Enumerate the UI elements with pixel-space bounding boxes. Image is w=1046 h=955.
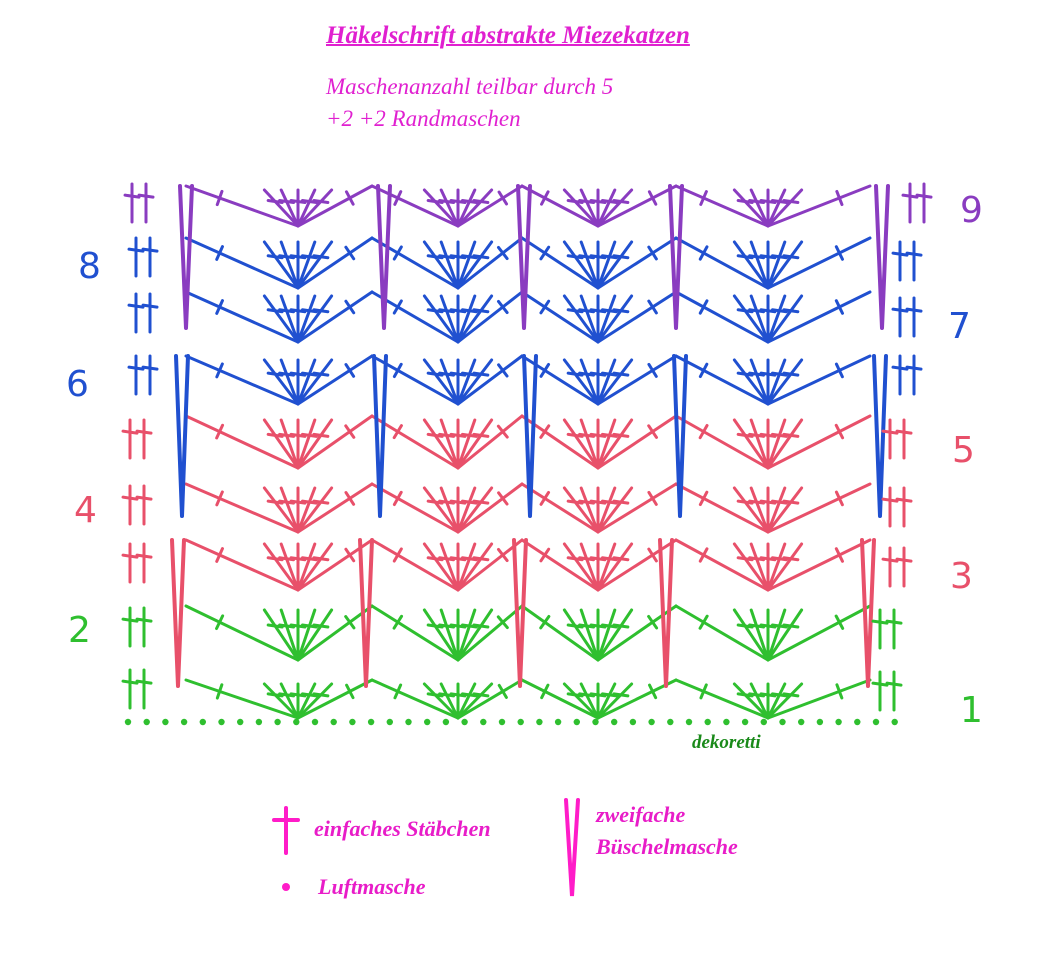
chain-dot-icon — [498, 718, 506, 726]
chain-dot-icon — [424, 718, 431, 726]
chain-dot-icon — [629, 718, 637, 726]
chain-dot-icon — [536, 718, 543, 726]
chain-dot-icon — [199, 718, 206, 726]
legend-cluster-label-1: zweifache — [596, 802, 686, 827]
row-8 — [184, 236, 872, 290]
edge-left-pink — [121, 418, 153, 584]
chain-dot-icon — [255, 718, 263, 726]
chain-dot-icon — [124, 718, 132, 726]
chain-dot-icon — [237, 718, 244, 726]
row-number-7: 7 — [948, 306, 971, 347]
chain-dot-icon — [330, 718, 337, 726]
row-6 — [184, 354, 872, 406]
row-number-8: 8 — [78, 246, 101, 287]
chain-dot-icon — [349, 718, 356, 726]
chain-dot-icon — [685, 718, 693, 726]
row-number-9: 9 — [960, 190, 983, 231]
chain-dot-icon — [180, 718, 188, 726]
chain-dot-icon — [854, 718, 861, 726]
chain-dot-icon — [798, 718, 805, 726]
chain-dot-icon — [592, 718, 599, 726]
row-number-3: 3 — [950, 556, 973, 597]
row-number-2: 2 — [68, 610, 91, 651]
chain-dot-icon — [891, 718, 898, 726]
edge-stitch-note: +2 +2 Randmaschen — [326, 106, 521, 131]
chain-dot-icon — [480, 718, 487, 726]
legend-ch-label: Luftmasche — [318, 874, 426, 899]
chain-dot-icon — [704, 718, 711, 726]
chain-dot-icon — [779, 718, 786, 726]
row-9 — [184, 184, 872, 228]
edge-left-purple — [123, 182, 155, 224]
chain-dot-icon — [386, 718, 393, 726]
chain-dot-icon — [442, 718, 450, 726]
edge-right-pink — [881, 418, 913, 588]
chain-dot-icon — [573, 718, 580, 726]
chain-dot-icon — [816, 718, 824, 726]
chain-dot-icon — [311, 718, 319, 726]
edge-left-blue — [127, 236, 159, 396]
chain-dot-icon — [723, 718, 730, 726]
chart-title: Häkelschrift abstrakte Miezekatzen — [326, 22, 690, 49]
chain-dot-icon — [162, 718, 169, 726]
row-number-4: 4 — [74, 490, 97, 531]
chain-dot-icon — [293, 718, 300, 726]
chain-dot-icon — [760, 718, 767, 726]
chain-dot-icon — [461, 718, 468, 726]
chain-dot-icon — [835, 718, 842, 726]
chain-dot-icon — [367, 718, 375, 726]
stitch-count-note: Maschenanzahl teilbar durch 5 — [326, 74, 614, 99]
row-1 — [184, 678, 872, 720]
edge-right-purple — [901, 182, 933, 224]
legend-cluster-label-2: Büschelmasche — [596, 834, 738, 859]
edge-left-green — [121, 606, 153, 710]
chain-dot-icon — [218, 718, 225, 726]
row-number-6: 6 — [66, 364, 89, 405]
chain-dot-icon — [741, 718, 749, 726]
legend-dc-label: einfaches Stäbchen — [314, 816, 491, 841]
chain-dot-icon — [667, 718, 674, 726]
edge-right-blue — [891, 240, 923, 396]
chain-dot-icon — [517, 718, 524, 726]
chain-dot-icon — [143, 718, 150, 726]
chain-dot-icon — [648, 718, 655, 726]
row-5 — [184, 414, 872, 470]
chain-dot-icon — [554, 718, 562, 726]
row-7 — [184, 290, 872, 344]
row-number-5: 5 — [952, 430, 975, 471]
chain-dot-icon — [274, 718, 281, 726]
row-2 — [184, 604, 872, 662]
chain-dot-icon — [872, 718, 880, 726]
chain-dot-icon — [611, 718, 618, 726]
row-3-clusters — [170, 538, 876, 688]
foundation-chain — [124, 718, 898, 726]
chain-dot-icon — [405, 718, 412, 726]
row-9-clusters — [178, 184, 890, 330]
row-4 — [184, 482, 872, 534]
edge-right-green — [871, 608, 903, 712]
row-number-1: 1 — [960, 690, 983, 731]
author-credit: dekoretti — [692, 732, 761, 753]
row-3 — [184, 538, 872, 592]
row-6-clusters — [174, 354, 888, 518]
